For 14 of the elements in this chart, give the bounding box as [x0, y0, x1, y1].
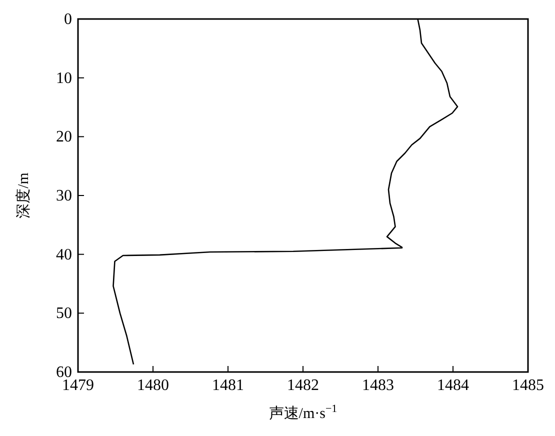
- y-tick-label: 10: [56, 70, 72, 87]
- y-tick-label: 50: [56, 305, 72, 322]
- y-tick-label: 20: [56, 128, 72, 146]
- x-tick-label: 1483: [362, 377, 394, 394]
- y-axis-title: 深度/m: [15, 172, 32, 218]
- x-axis-title: 声速/m·s$^{−1}$: [268, 403, 338, 422]
- x-tick-label: 1485: [512, 377, 544, 394]
- y-tick-label: 30: [56, 188, 72, 204]
- x-tick-label: 1484: [437, 377, 469, 394]
- x-tick-label: 1481: [212, 377, 244, 394]
- x-tick-label: 1480: [137, 377, 169, 394]
- x-tick-label: 1482: [287, 377, 319, 394]
- y-tick-label: 0: [64, 11, 72, 28]
- y-tick-label: 40: [56, 246, 72, 264]
